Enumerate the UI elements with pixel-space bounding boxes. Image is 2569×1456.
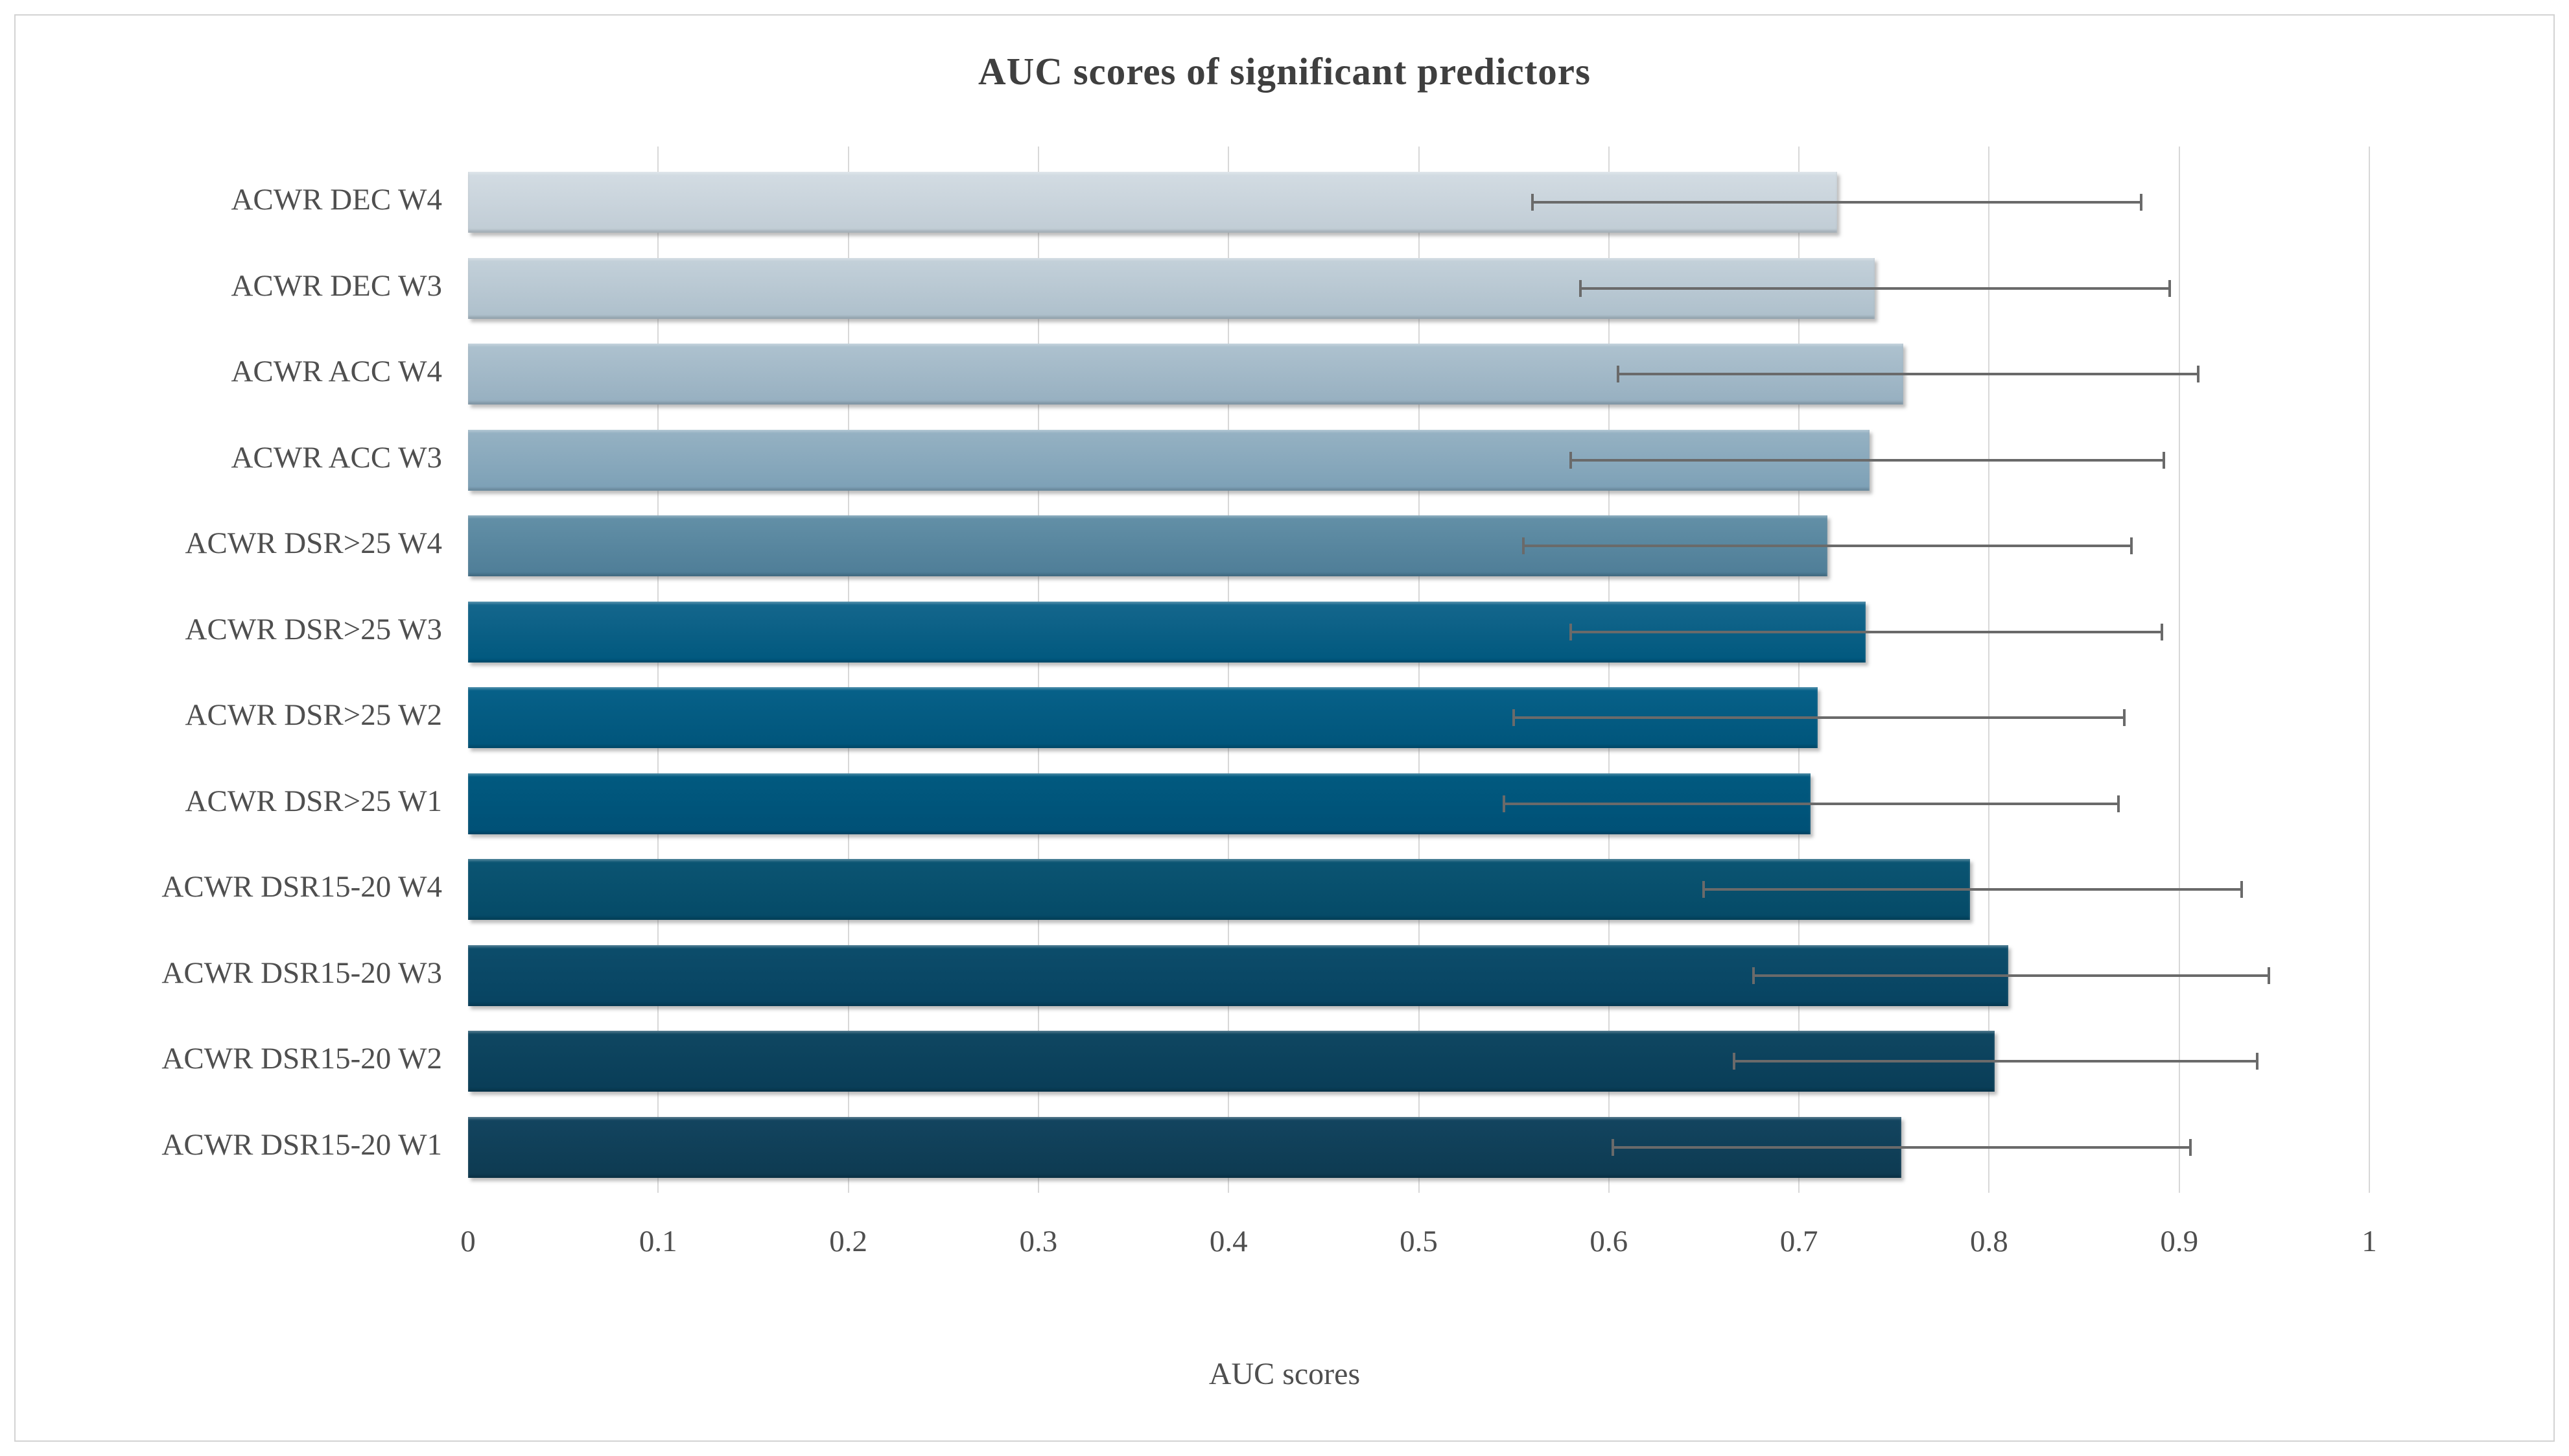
error-bar bbox=[1580, 287, 2170, 290]
x-tick-label: 0.8 bbox=[1970, 1225, 2008, 1258]
gridline bbox=[1608, 147, 1610, 1193]
gridline bbox=[1228, 147, 1230, 1193]
error-bar-cap-high bbox=[2168, 279, 2172, 297]
error-bar-cap-low bbox=[1512, 709, 1516, 727]
error-bar-cap-low bbox=[1578, 279, 1582, 297]
error-bar-cap-low bbox=[1531, 194, 1534, 211]
error-bar bbox=[1704, 888, 2242, 891]
error-bar bbox=[1612, 1145, 2191, 1149]
error-bar-cap-low bbox=[1521, 537, 1525, 555]
category-label: ACWR DSR>25 W1 bbox=[185, 784, 442, 818]
gridline bbox=[1988, 147, 1990, 1193]
category-label: ACWR DSR15-20 W2 bbox=[161, 1042, 442, 1076]
error-bar-cap-high bbox=[2163, 451, 2166, 469]
x-tick-label: 1 bbox=[2362, 1225, 2377, 1258]
error-bar bbox=[1618, 373, 2199, 376]
error-bar bbox=[1532, 201, 2142, 204]
gridline bbox=[847, 147, 849, 1193]
error-bar-cap-low bbox=[1752, 967, 1755, 984]
x-tick-label: 0.2 bbox=[829, 1225, 867, 1258]
category-label: ACWR DSR>25 W2 bbox=[185, 698, 442, 733]
x-tick-label: 0.4 bbox=[1209, 1225, 1248, 1258]
error-bar-cap-low bbox=[1611, 1138, 1614, 1156]
category-label: ACWR DSR>25 W4 bbox=[185, 526, 442, 561]
error-bar-cap-low bbox=[1569, 451, 1573, 469]
error-bar-cap-low bbox=[1503, 795, 1506, 812]
error-bar bbox=[1514, 716, 2124, 720]
error-bar-cap-high bbox=[2130, 537, 2133, 555]
error-bar-cap-low bbox=[1702, 881, 1706, 898]
x-tick-label: 0.6 bbox=[1589, 1225, 1628, 1258]
category-label: ACWR DSR15-20 W3 bbox=[161, 956, 442, 990]
category-label: ACWR DSR>25 W3 bbox=[185, 612, 442, 646]
error-bar bbox=[1504, 802, 2118, 805]
category-label: ACWR DSR15-20 W1 bbox=[161, 1127, 442, 1162]
x-tick-label: 0.7 bbox=[1779, 1225, 1818, 1258]
x-tick-label: 0 bbox=[460, 1225, 476, 1258]
x-tick-label: 0.9 bbox=[2160, 1225, 2199, 1258]
bar bbox=[468, 945, 2008, 1006]
x-tick-label: 0.5 bbox=[1400, 1225, 1438, 1258]
gridline bbox=[1037, 147, 1039, 1193]
x-axis-title: AUC scores bbox=[1208, 1357, 1361, 1391]
gridline bbox=[1798, 147, 1800, 1193]
chart-title: AUC scores of significant predictors bbox=[978, 50, 1591, 93]
error-bar-cap-low bbox=[1617, 366, 1620, 383]
error-bar-cap-high bbox=[2240, 881, 2244, 898]
error-bar-cap-high bbox=[2140, 194, 2143, 211]
error-bar bbox=[1571, 458, 2164, 462]
error-bar bbox=[1523, 545, 2132, 548]
category-label: ACWR DEC W4 bbox=[231, 183, 442, 217]
error-bar bbox=[1753, 974, 2269, 977]
category-label: ACWR ACC W4 bbox=[231, 355, 442, 389]
category-label: ACWR ACC W3 bbox=[231, 440, 442, 475]
error-bar-cap-high bbox=[2122, 709, 2126, 727]
error-bar bbox=[1734, 1060, 2257, 1063]
gridline bbox=[2178, 147, 2180, 1193]
error-bar-cap-high bbox=[2189, 1138, 2192, 1156]
gridline bbox=[657, 147, 659, 1193]
category-label: ACWR DEC W3 bbox=[231, 268, 442, 303]
error-bar-cap-low bbox=[1569, 623, 1573, 640]
error-bar-cap-high bbox=[2117, 795, 2120, 812]
error-bar bbox=[1571, 630, 2163, 633]
error-bar-cap-high bbox=[2197, 366, 2200, 383]
error-bar-cap-high bbox=[2255, 1053, 2258, 1070]
category-label: ACWR DSR15-20 W4 bbox=[161, 870, 442, 904]
x-tick-label: 0.3 bbox=[1019, 1225, 1058, 1258]
error-bar-cap-high bbox=[2161, 623, 2164, 640]
error-bar-cap-high bbox=[2267, 967, 2270, 984]
gridline bbox=[1418, 147, 1420, 1193]
x-tick-label: 0.1 bbox=[639, 1225, 677, 1258]
error-bar-cap-low bbox=[1733, 1053, 1736, 1070]
gridline bbox=[2369, 147, 2370, 1193]
